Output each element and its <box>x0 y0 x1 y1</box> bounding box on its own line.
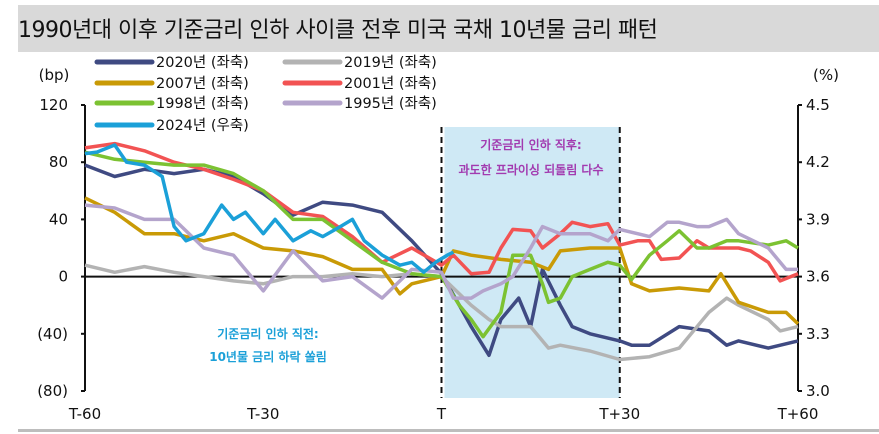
legend-label: 2001년 (좌축) <box>344 75 437 92</box>
series-line-1995 <box>84 203 798 300</box>
left-tick-label: 80 <box>49 153 68 171</box>
x-tick-label: T <box>436 405 447 423</box>
right-tick-label: 4.2 <box>806 153 830 171</box>
series-line-2007 <box>84 196 800 326</box>
left-tick-label: (40) <box>37 325 68 343</box>
annotation-before-1: 기준금리 인하 직전: <box>217 326 318 341</box>
left-tick-label: (80) <box>37 382 68 400</box>
legend-label: 2020년 (좌축) <box>156 54 249 71</box>
left-tick-label: 120 <box>39 96 68 114</box>
right-tick-label: 3.0 <box>806 382 830 400</box>
x-tick-label: T-60 <box>68 405 101 423</box>
series-line-2024 <box>84 143 455 274</box>
series-line-2019 <box>84 263 799 362</box>
x-tick-label: T+60 <box>777 405 819 423</box>
right-tick-label: 3.9 <box>806 210 830 228</box>
series-line-1998 <box>84 150 799 339</box>
annotation-before-2: 10년물 금리 하락 쏠림 <box>209 349 327 364</box>
left-axis-unit: (bp) <box>39 66 70 84</box>
title-bar <box>18 5 879 52</box>
chart-title: 1990년대 이후 기준금리 인하 사이클 전후 미국 국채 10년물 금리 패… <box>18 18 658 43</box>
legend-label: 1998년 (좌축) <box>156 95 249 112</box>
legend-label: 2007년 (좌축) <box>156 75 249 92</box>
legend-label: 2019년 (좌축) <box>344 54 437 71</box>
bottom-rule <box>18 429 879 432</box>
series-line-2020 <box>84 163 799 358</box>
annotation-after-2: 과도한 프라이싱 되돌림 다수 <box>458 162 603 177</box>
x-tick-label: T-30 <box>246 405 279 423</box>
annotation-after-1: 기준금리 인하 직후: <box>480 137 581 152</box>
right-tick-label: 3.6 <box>806 268 830 286</box>
right-tick-label: 4.5 <box>806 96 830 114</box>
right-tick-label: 3.3 <box>806 325 830 343</box>
legend-label: 2024년 (우축) <box>156 117 249 134</box>
left-tick-label: 0 <box>58 268 68 286</box>
x-tick-label: T+30 <box>598 405 640 423</box>
right-axis-unit: (%) <box>813 66 839 84</box>
legend-label: 1995년 (좌축) <box>344 95 437 112</box>
left-tick-label: 40 <box>49 210 68 228</box>
